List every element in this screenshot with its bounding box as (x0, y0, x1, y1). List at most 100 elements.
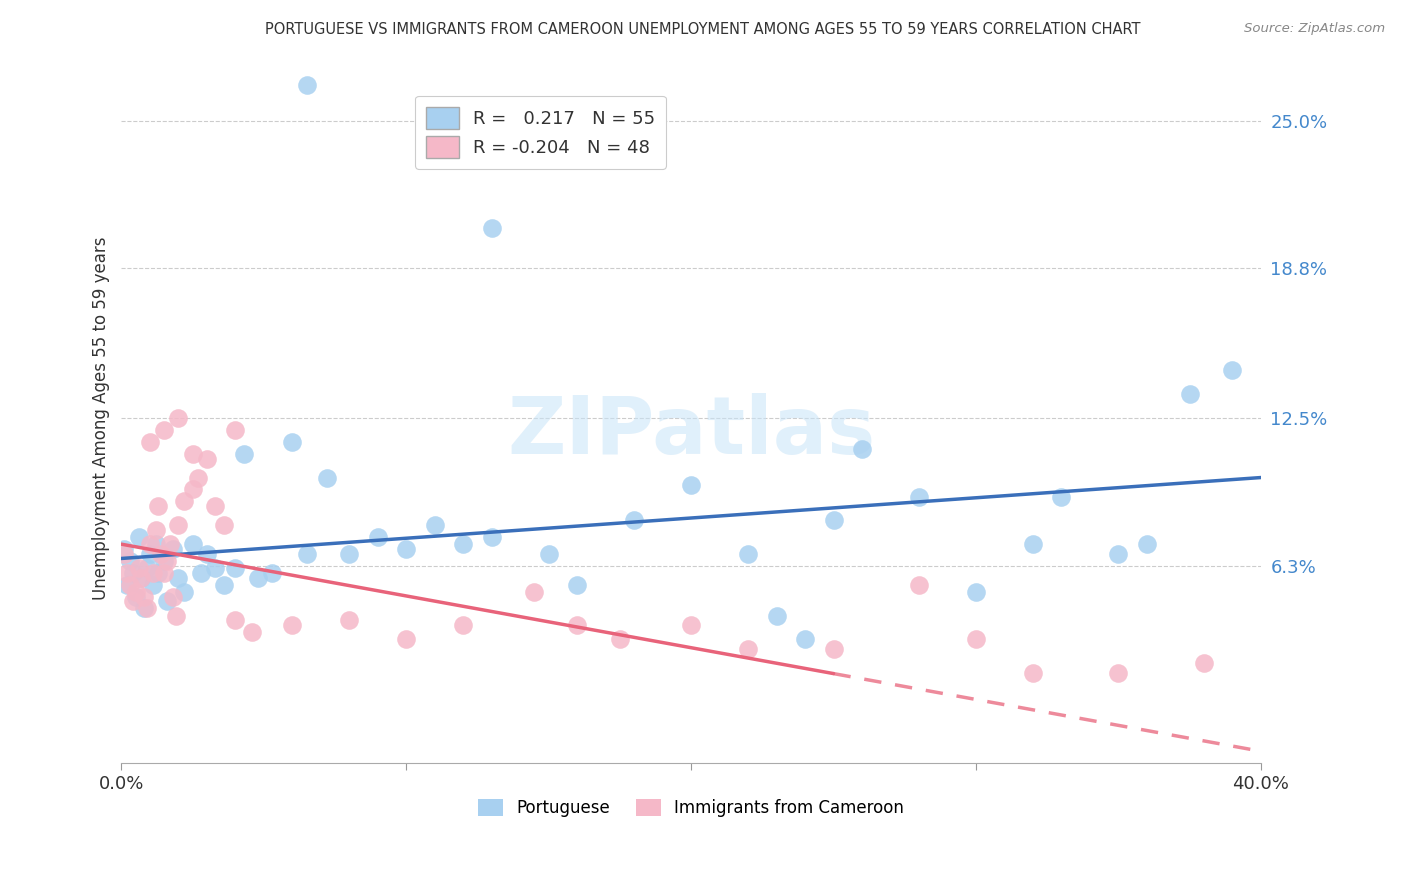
Point (181, 483, 204, 497)
Point (232, 447, 254, 461)
Point (139, 547, 162, 561)
Point (851, 442, 873, 456)
Point (908, 577, 931, 591)
Point (794, 632, 817, 647)
Point (295, 547, 318, 561)
Text: ZIPatlas: ZIPatlas (508, 392, 875, 471)
Point (908, 490, 931, 504)
Point (121, 566, 143, 580)
Point (204, 561, 226, 575)
Point (131, 570, 153, 584)
Point (395, 541, 418, 556)
Point (1050, 490, 1073, 504)
Point (681, 618, 703, 632)
Point (367, 530, 389, 544)
Point (142, 566, 165, 580)
Point (823, 513, 845, 527)
Point (136, 601, 159, 615)
Point (167, 411, 190, 425)
Point (134, 601, 156, 615)
Point (523, 584, 546, 599)
Point (118, 577, 141, 591)
Point (1022, 537, 1045, 551)
Point (145, 537, 167, 551)
Point (125, 584, 148, 599)
Legend: Portuguese, Immigrants from Cameroon: Portuguese, Immigrants from Cameroon (472, 792, 911, 824)
Point (965, 584, 987, 599)
Point (1178, 387, 1201, 401)
Point (315, 470, 337, 484)
Point (159, 537, 181, 551)
Point (148, 566, 170, 580)
Point (125, 590, 148, 604)
Point (609, 632, 631, 647)
Point (173, 584, 195, 599)
Point (247, 570, 270, 584)
Point (156, 554, 179, 568)
Point (1220, 363, 1243, 377)
Point (167, 518, 190, 533)
Point (195, 547, 218, 561)
Point (823, 641, 845, 656)
Point (128, 530, 150, 544)
Point (128, 561, 150, 575)
Point (136, 561, 159, 575)
Point (131, 570, 153, 584)
Point (451, 618, 474, 632)
Point (173, 494, 195, 508)
Point (1107, 547, 1129, 561)
Text: Source: ZipAtlas.com: Source: ZipAtlas.com (1244, 22, 1385, 36)
Point (1107, 665, 1129, 680)
Point (1192, 656, 1215, 670)
Point (142, 577, 165, 591)
Point (481, 220, 503, 235)
Point (139, 537, 162, 551)
Point (190, 566, 212, 580)
Point (115, 577, 138, 591)
Point (567, 618, 589, 632)
Point (195, 451, 218, 466)
Point (337, 613, 360, 627)
Point (451, 537, 474, 551)
Point (423, 518, 446, 533)
Point (395, 632, 418, 647)
Point (153, 566, 176, 580)
Point (567, 577, 589, 591)
Point (224, 561, 246, 575)
Point (242, 625, 264, 640)
Point (112, 541, 135, 556)
Point (295, 78, 318, 92)
Point (165, 608, 187, 623)
Point (153, 554, 176, 568)
Point (139, 434, 162, 449)
Point (212, 518, 235, 533)
Point (212, 577, 235, 591)
Point (181, 537, 204, 551)
Point (224, 613, 246, 627)
Point (737, 547, 759, 561)
Point (737, 641, 759, 656)
Text: PORTUGUESE VS IMMIGRANTS FROM CAMEROON UNEMPLOYMENT AMONG AGES 55 TO 59 YEARS CO: PORTUGUESE VS IMMIGRANTS FROM CAMEROON U… (266, 22, 1140, 37)
Point (153, 423, 176, 437)
Point (623, 513, 645, 527)
Point (765, 608, 787, 623)
Point (162, 590, 184, 604)
Point (204, 499, 226, 513)
Point (281, 434, 304, 449)
Point (121, 594, 143, 608)
Y-axis label: Unemployment Among Ages 55 to 59 years: Unemployment Among Ages 55 to 59 years (93, 236, 110, 599)
Point (1022, 665, 1045, 680)
Point (162, 541, 184, 556)
Point (262, 566, 284, 580)
Point (112, 547, 135, 561)
Point (156, 594, 179, 608)
Point (1136, 537, 1159, 551)
Point (167, 570, 190, 584)
Point (965, 632, 987, 647)
Point (537, 547, 560, 561)
Point (187, 470, 209, 484)
Point (145, 523, 167, 537)
Point (150, 547, 173, 561)
Point (148, 499, 170, 513)
Point (281, 618, 304, 632)
